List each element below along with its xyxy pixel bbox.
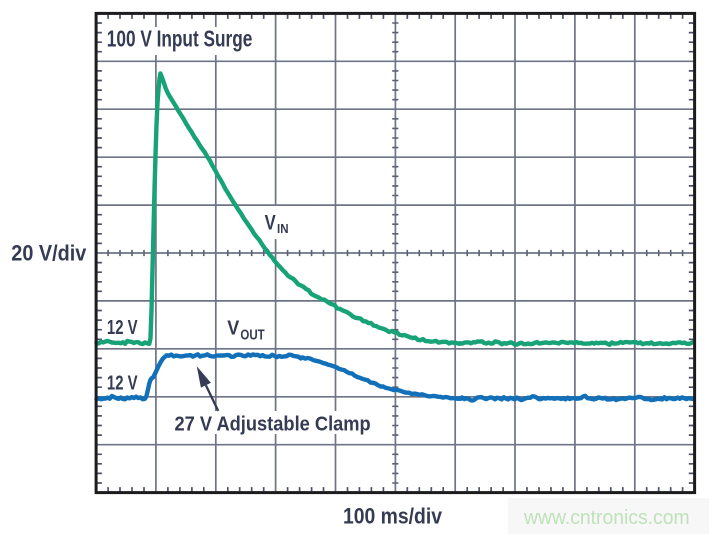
svg-text:27 V Adjustable Clamp: 27 V Adjustable Clamp	[175, 414, 371, 436]
svg-text:100 ms/div: 100 ms/div	[343, 504, 443, 529]
svg-text:IN: IN	[277, 222, 289, 236]
svg-text:www.cntronics.com: www.cntronics.com	[523, 507, 690, 529]
svg-text:20 V/div: 20 V/div	[11, 241, 87, 266]
svg-text:V: V	[227, 317, 239, 340]
svg-text:12 V: 12 V	[107, 316, 138, 339]
svg-text:OUT: OUT	[240, 328, 264, 344]
svg-text:V: V	[265, 211, 276, 234]
svg-text:100 V Input Surge: 100 V Input Surge	[107, 26, 253, 52]
svg-text:12 V: 12 V	[107, 372, 138, 395]
